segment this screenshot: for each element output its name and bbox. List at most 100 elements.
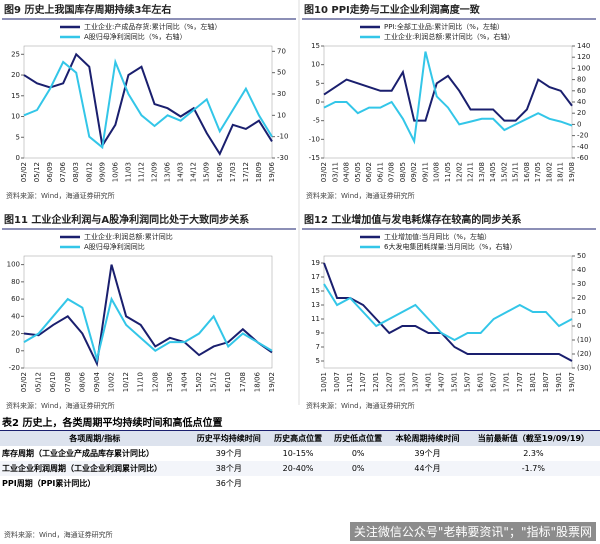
y2-tick-label: 0 <box>577 120 581 128</box>
legend-label: A股归母净利润同比（%，右轴） <box>84 32 186 41</box>
x-tick-label: 18/02 <box>545 162 553 182</box>
y2-tick-label: 120 <box>577 53 590 61</box>
y-tick-label: 5 <box>316 357 320 365</box>
table-source: 资料来源：Wind，海通证券研究所 <box>4 531 113 539</box>
x-tick-label: 05/05 <box>354 162 362 182</box>
y2-tick-label: -10 <box>277 133 288 141</box>
series-line <box>23 296 273 364</box>
x-tick-label: 10/07 <box>333 372 341 392</box>
x-tick-label: 07/08 <box>388 162 396 182</box>
y2-tick-label: -20 <box>577 132 588 140</box>
x-tick-label: 18/01 <box>529 372 537 392</box>
y2-tick-label: 70 <box>277 47 286 55</box>
chart-title: 图9 历史上我国库存周期持续3年左右 <box>4 3 171 16</box>
legend-label: 工业企业:利润总额:累计同比 <box>84 232 173 241</box>
y-tick-label: 25 <box>11 50 20 58</box>
y2-tick-label: -40 <box>577 143 588 151</box>
cell: 36个月 <box>215 479 242 488</box>
y-tick-label: 15 <box>311 287 320 295</box>
table-title: 表2 历史上，各类周期平均持续时间和高低点位置 <box>2 418 223 429</box>
x-tick-label: 17/12 <box>242 162 250 182</box>
x-tick-label: 18/11 <box>557 162 565 182</box>
x-tick-label: 04/08 <box>343 162 351 182</box>
cell: 0% <box>351 449 365 458</box>
x-tick-label: 14/01 <box>424 372 432 392</box>
watermark: 关注微信公众号"老韩要资讯"；"指标"股票网 <box>349 522 596 541</box>
x-tick-label: 11/03 <box>124 162 132 182</box>
x-tick-label: 15/01 <box>451 372 459 392</box>
x-tick-label: 14/04 <box>180 371 188 392</box>
x-tick-label: 05/12 <box>33 162 41 182</box>
x-tick-label: 13/07 <box>411 372 419 392</box>
x-tick-label: 08/06 <box>78 371 86 392</box>
x-tick-label: 10/12 <box>122 372 130 392</box>
chart-title: 图12 工业增加值与发电耗煤存在较高的同步关系 <box>304 213 521 226</box>
x-tick-label: 11/10 <box>137 372 145 392</box>
x-tick-label: 06/02 <box>365 162 373 182</box>
x-tick-label: 17/07 <box>516 372 524 392</box>
x-tick-label: 19/07 <box>568 372 576 392</box>
series-line <box>323 262 573 362</box>
y-tick-label: 0 <box>16 347 20 355</box>
y2-tick-label: 140 <box>577 42 590 50</box>
y2-tick-label: 40 <box>577 98 586 106</box>
x-tick-label: 14/05 <box>489 162 497 182</box>
x-tick-label: 09/04 <box>93 371 101 392</box>
x-tick-label: 17/05 <box>534 162 542 182</box>
y2-tick-label: 30 <box>577 280 586 288</box>
series-line <box>23 264 273 368</box>
x-tick-label: 15/12 <box>210 372 218 392</box>
y-tick-label: 7 <box>316 343 320 351</box>
x-tick-label: 15/07 <box>464 372 472 392</box>
x-tick-label: 10/02 <box>108 372 116 392</box>
table-row: PPI周期（PPI累计同比） 36个月 <box>0 476 600 491</box>
header-cell: 历史高点位置 <box>268 430 329 446</box>
x-tick-label: 18/07 <box>542 372 550 392</box>
y2-tick-label: 50 <box>577 252 586 260</box>
y2-tick-label: (30) <box>577 364 592 372</box>
x-tick-label: 10/06 <box>111 161 119 182</box>
series-line <box>323 69 573 122</box>
plot-frame <box>23 255 273 369</box>
series-line <box>323 51 573 145</box>
y-tick-label: 10 <box>11 113 20 121</box>
table-row: 库存周期（工业企业产成品库存累计同比） 39个月 10-15% 0% 39个月 2.3% <box>0 446 600 461</box>
x-tick-label: 08/03 <box>72 162 80 182</box>
x-tick-label: 12/11 <box>467 162 475 182</box>
x-tick-label: 12/02 <box>455 162 463 182</box>
y2-tick-label: (10) <box>577 336 592 344</box>
header-cell: 当前最新值（截至19/09/19） <box>466 430 600 446</box>
legend-label: 工业企业:产成品存货:累计同比（%，左轴） <box>84 22 221 31</box>
cell: -1.7% <box>521 464 545 473</box>
x-tick-label: 16/07 <box>490 372 498 392</box>
x-tick-label: 12/01 <box>372 372 380 392</box>
x-tick-label: 16/06 <box>216 161 224 182</box>
y2-tick-label: 30 <box>277 90 286 98</box>
x-tick-label: 11/01 <box>346 372 354 392</box>
x-tick-label: 19/01 <box>555 372 563 392</box>
y2-tick-label: -30 <box>277 154 288 162</box>
y-tick-label: 15 <box>11 92 20 100</box>
legend-label: 6大发电集团耗煤量:当月同比（%，右轴） <box>384 242 516 251</box>
x-tick-label: 16/01 <box>477 372 485 392</box>
x-tick-label: 05/02 <box>20 372 28 392</box>
x-tick-label: 14/07 <box>437 372 445 392</box>
y-tick-label: 5 <box>316 79 320 87</box>
y-tick-label: 20 <box>11 330 20 338</box>
x-tick-label: 19/08 <box>568 162 576 182</box>
y2-tick-label: 20 <box>577 294 586 302</box>
y-tick-label: 19 <box>311 259 320 267</box>
x-tick-label: 13/06 <box>166 371 174 392</box>
header-cell: 历史低点位置 <box>328 430 389 446</box>
y2-tick-label: 20 <box>577 109 586 117</box>
x-tick-label: 11/12 <box>137 162 145 182</box>
x-tick-label: 19/02 <box>268 372 276 392</box>
source: 资料来源：Wind，海通证券研究所 <box>6 401 115 410</box>
cell: 44个月 <box>414 464 441 473</box>
chart-title: 图11 工业企业利润与A股净利润同比处于大致同步关系 <box>4 213 249 226</box>
header-cell: 历史平均持续时间 <box>189 430 269 446</box>
x-tick-label: 08/05 <box>399 162 407 182</box>
cell: 工业企业利润周期（工业企业利润累计同比） <box>2 464 162 473</box>
x-tick-label: 15/09 <box>203 162 211 182</box>
x-tick-label: 12/08 <box>151 372 159 392</box>
